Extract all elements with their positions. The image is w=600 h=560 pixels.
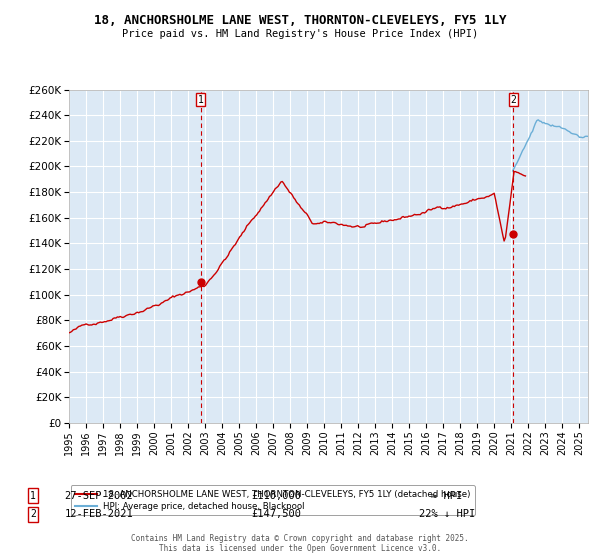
Text: £110,000: £110,000 xyxy=(251,491,301,501)
Text: 1: 1 xyxy=(30,491,36,501)
Legend: 18, ANCHORSHOLME LANE WEST, THORNTON-CLEVELEYS, FY5 1LY (detached house), HPI: A: 18, ANCHORSHOLME LANE WEST, THORNTON-CLE… xyxy=(71,486,475,515)
Text: 2: 2 xyxy=(511,95,517,105)
Text: ≈ HPI: ≈ HPI xyxy=(431,491,463,501)
Text: 27-SEP-2002: 27-SEP-2002 xyxy=(65,491,133,501)
Text: Contains HM Land Registry data © Crown copyright and database right 2025.
This d: Contains HM Land Registry data © Crown c… xyxy=(131,534,469,553)
Text: 1: 1 xyxy=(198,95,203,105)
Text: 2: 2 xyxy=(30,509,36,519)
Text: Price paid vs. HM Land Registry's House Price Index (HPI): Price paid vs. HM Land Registry's House … xyxy=(122,29,478,39)
Text: 22% ↓ HPI: 22% ↓ HPI xyxy=(419,509,475,519)
Text: 12-FEB-2021: 12-FEB-2021 xyxy=(65,509,133,519)
Text: £147,500: £147,500 xyxy=(251,509,301,519)
Text: 18, ANCHORSHOLME LANE WEST, THORNTON-CLEVELEYS, FY5 1LY: 18, ANCHORSHOLME LANE WEST, THORNTON-CLE… xyxy=(94,14,506,27)
